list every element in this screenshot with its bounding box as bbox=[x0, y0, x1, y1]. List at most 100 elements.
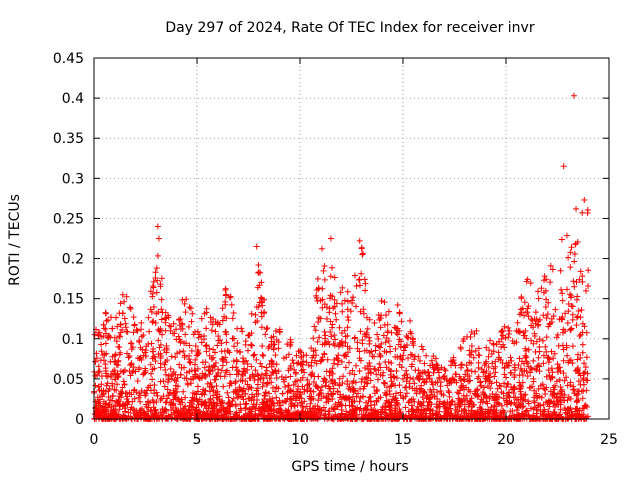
data-point bbox=[571, 258, 578, 265]
data-point bbox=[568, 244, 575, 251]
data-point bbox=[330, 391, 337, 398]
data-point bbox=[559, 316, 566, 323]
data-point bbox=[318, 357, 325, 364]
data-point bbox=[248, 384, 255, 391]
data-point bbox=[176, 322, 183, 329]
data-point bbox=[473, 412, 480, 419]
data-point bbox=[136, 390, 143, 397]
data-point bbox=[460, 336, 467, 343]
data-point bbox=[463, 362, 470, 369]
data-point bbox=[523, 354, 530, 361]
data-point bbox=[188, 403, 195, 410]
data-point bbox=[162, 371, 169, 378]
data-point bbox=[500, 332, 507, 339]
data-point bbox=[128, 340, 135, 347]
data-point bbox=[234, 339, 241, 346]
data-point bbox=[510, 390, 517, 397]
data-point bbox=[553, 378, 560, 385]
data-point bbox=[524, 305, 531, 312]
data-point bbox=[376, 316, 383, 323]
data-point bbox=[109, 353, 116, 360]
data-point bbox=[436, 398, 443, 405]
data-point bbox=[124, 399, 131, 406]
data-point bbox=[501, 344, 508, 351]
data-point bbox=[421, 379, 428, 386]
data-point bbox=[150, 284, 157, 291]
data-point bbox=[290, 381, 297, 388]
data-point bbox=[349, 379, 356, 386]
data-point bbox=[116, 333, 123, 340]
data-point bbox=[440, 373, 447, 380]
data-point bbox=[574, 396, 581, 403]
data-point bbox=[210, 354, 217, 361]
data-point bbox=[194, 365, 201, 372]
data-point bbox=[338, 330, 345, 337]
data-point bbox=[372, 366, 379, 373]
data-point bbox=[230, 395, 237, 402]
data-point bbox=[456, 403, 463, 410]
data-point bbox=[162, 327, 169, 334]
data-point bbox=[208, 327, 215, 334]
data-point bbox=[225, 400, 232, 407]
data-point bbox=[412, 367, 419, 374]
data-point bbox=[364, 375, 371, 382]
data-point bbox=[479, 389, 486, 396]
data-point bbox=[572, 408, 579, 415]
data-point bbox=[98, 348, 105, 355]
data-point bbox=[569, 316, 576, 323]
data-point bbox=[447, 358, 454, 365]
data-point bbox=[272, 367, 279, 374]
data-point bbox=[311, 323, 318, 330]
data-point bbox=[416, 357, 423, 364]
data-point bbox=[563, 286, 570, 293]
data-point bbox=[157, 341, 164, 348]
data-point bbox=[531, 333, 538, 340]
data-point bbox=[582, 364, 589, 371]
data-point bbox=[186, 342, 193, 349]
data-point bbox=[248, 408, 255, 415]
data-point bbox=[490, 365, 497, 372]
data-point bbox=[286, 395, 293, 402]
data-point bbox=[483, 358, 490, 365]
data-point bbox=[117, 388, 124, 395]
data-point bbox=[201, 336, 208, 343]
data-point bbox=[405, 334, 412, 341]
data-point bbox=[567, 357, 574, 364]
data-point bbox=[134, 378, 141, 385]
data-point bbox=[222, 407, 229, 414]
data-point bbox=[299, 403, 306, 410]
data-point bbox=[579, 273, 586, 280]
data-point bbox=[366, 360, 373, 367]
data-point bbox=[532, 392, 539, 399]
data-point bbox=[203, 342, 210, 349]
data-point bbox=[394, 331, 401, 338]
data-point bbox=[171, 414, 178, 421]
data-point bbox=[409, 406, 416, 413]
data-point bbox=[428, 357, 435, 364]
data-point bbox=[402, 404, 409, 411]
data-point bbox=[542, 343, 549, 350]
data-point bbox=[326, 309, 333, 316]
data-point bbox=[543, 315, 550, 322]
data-point bbox=[352, 379, 359, 386]
data-point bbox=[494, 414, 501, 421]
data-point bbox=[323, 339, 330, 346]
data-point bbox=[103, 382, 110, 389]
data-point bbox=[231, 343, 238, 350]
data-point bbox=[532, 349, 539, 356]
data-point bbox=[305, 410, 312, 417]
data-point bbox=[285, 388, 292, 395]
data-point bbox=[138, 411, 145, 418]
data-point bbox=[201, 364, 208, 371]
data-point bbox=[128, 360, 135, 367]
y-tick-label: 0.25 bbox=[53, 211, 84, 227]
data-point bbox=[576, 276, 583, 283]
data-point bbox=[304, 376, 311, 383]
data-point bbox=[283, 354, 290, 361]
data-point bbox=[322, 376, 329, 383]
data-point bbox=[311, 373, 318, 380]
data-point bbox=[485, 353, 492, 360]
data-point bbox=[166, 322, 173, 329]
data-point bbox=[318, 245, 325, 252]
data-point bbox=[199, 359, 206, 366]
